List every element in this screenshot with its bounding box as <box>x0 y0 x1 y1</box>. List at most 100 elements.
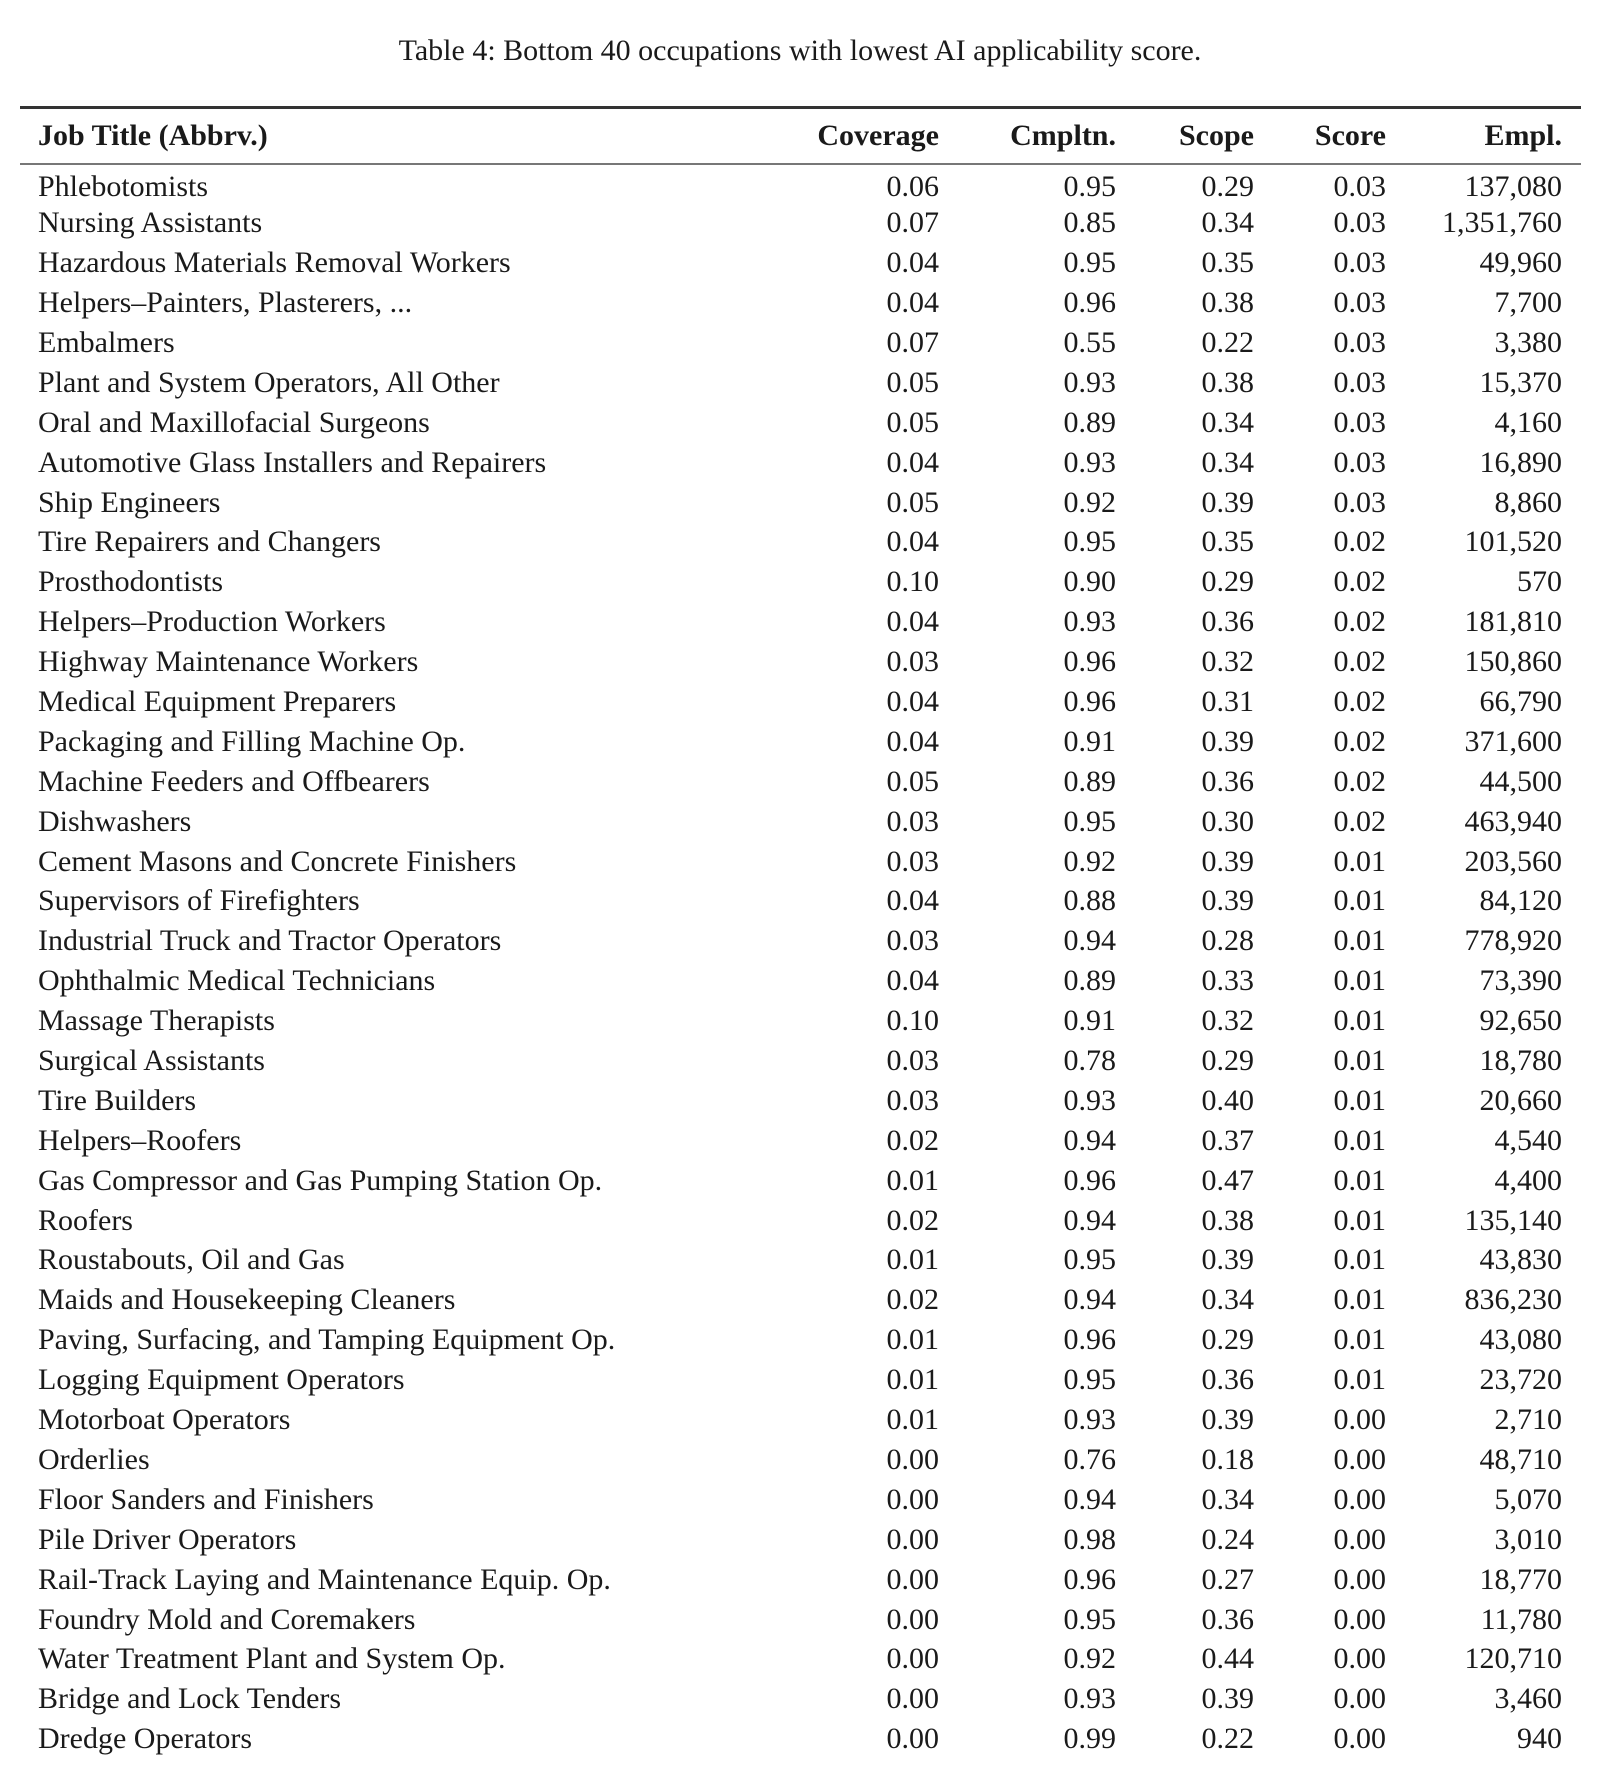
cell-employment: 3,380 <box>1494 326 1563 359</box>
header-job-title: Job Title (Abbrv.) <box>38 118 268 152</box>
cell-completion: 0.90 <box>1063 565 1117 599</box>
cell-coverage: 0.01 <box>886 1363 940 1397</box>
cell-scope: 0.22 <box>1201 326 1255 359</box>
cell-score: 0.00 <box>1333 1522 1387 1556</box>
cell-job-title: Roustabouts, Oil and Gas <box>38 1243 345 1277</box>
cell-employment: 150,860 <box>1464 645 1563 679</box>
cell-completion: 0.98 <box>1063 1522 1117 1556</box>
cell-job-title: Water Treatment Plant and System Op. <box>38 1642 506 1676</box>
cell-score: 0.03 <box>1333 169 1387 203</box>
cell-job-title: Rail-Track Laying and Maintenance Equip.… <box>38 1562 611 1596</box>
cell-employment: 11,780 <box>1480 1602 1562 1636</box>
cell-scope: 0.38 <box>1201 1203 1255 1237</box>
cell-scope: 0.39 <box>1201 1243 1255 1277</box>
cell-employment: 16,890 <box>1479 445 1563 479</box>
cell-coverage: 0.04 <box>886 884 940 918</box>
cell-coverage: 0.10 <box>886 1004 940 1038</box>
cell-score: 0.01 <box>1333 1123 1387 1157</box>
table-row: Roofers 0.02 0.94 0.38 0.01 135,140 <box>20 1201 1581 1241</box>
table-row: Bridge and Lock Tenders 0.00 0.93 0.39 0.00 3… <box>20 1679 1581 1719</box>
cell-coverage: 0.03 <box>886 804 940 838</box>
cell-score: 0.01 <box>1333 1163 1387 1197</box>
table-row: Medical Equipment Preparers 0.04 0.96 0.31 0… <box>20 682 1581 722</box>
cell-coverage: 0.06 <box>886 169 940 203</box>
table-row: Massage Therapists 0.10 0.91 0.32 0.01 92,650 <box>20 1001 1581 1041</box>
cell-completion: 0.92 <box>1063 485 1117 519</box>
cell-employment: 48,710 <box>1479 1442 1563 1476</box>
cell-score: 0.01 <box>1333 1363 1387 1397</box>
table-row: Industrial Truck and Tractor Operators 0.… <box>20 921 1581 961</box>
table-row: Paving, Surfacing, and Tamping Equipment… <box>20 1320 1581 1360</box>
cell-completion: 0.92 <box>1063 1642 1117 1676</box>
cell-employment: 3,010 <box>1494 1522 1563 1556</box>
cell-scope: 0.27 <box>1201 1562 1255 1596</box>
cell-coverage: 0.07 <box>886 206 940 240</box>
cell-completion: 0.76 <box>1063 1442 1117 1476</box>
cell-job-title: Maids and Housekeeping Cleaners <box>38 1283 456 1317</box>
cell-scope: 0.38 <box>1201 365 1255 399</box>
cell-job-title: Tire Builders <box>38 1083 197 1117</box>
cell-job-title: Orderlies <box>38 1442 150 1476</box>
cell-scope: 0.32 <box>1201 1004 1255 1038</box>
cell-employment: 371,600 <box>1464 724 1563 758</box>
cell-completion: 0.88 <box>1063 884 1117 918</box>
cell-score: 0.00 <box>1333 1442 1387 1476</box>
cell-score: 0.02 <box>1333 724 1387 758</box>
cell-scope: 0.29 <box>1201 1323 1255 1357</box>
cell-scope: 0.34 <box>1201 206 1255 240</box>
table-row: Packaging and Filling Machine Op. 0.04 0.9… <box>20 722 1581 762</box>
cell-score: 0.03 <box>1333 365 1387 399</box>
cell-coverage: 0.04 <box>886 724 940 758</box>
cell-completion: 0.55 <box>1063 326 1117 359</box>
cell-score: 0.02 <box>1333 804 1387 838</box>
cell-coverage: 0.03 <box>886 1083 940 1117</box>
cell-job-title: Helpers–Production Workers <box>38 605 386 639</box>
cell-employment: 4,400 <box>1494 1163 1563 1197</box>
header-coverage: Coverage <box>817 118 939 152</box>
cell-coverage: 0.01 <box>886 1403 940 1437</box>
cell-coverage: 0.04 <box>886 445 940 479</box>
cell-score: 0.03 <box>1333 405 1387 439</box>
table-row: Supervisors of Firefighters 0.04 0.88 0.39 0… <box>20 882 1581 922</box>
cell-coverage: 0.05 <box>886 485 940 519</box>
cell-score: 0.00 <box>1333 1482 1387 1516</box>
cell-completion: 0.95 <box>1063 1602 1117 1636</box>
cell-completion: 0.95 <box>1063 1243 1117 1277</box>
cell-job-title: Medical Equipment Preparers <box>38 685 397 719</box>
table-row: Oral and Maxillofacial Surgeons 0.05 0.89 0… <box>20 403 1581 443</box>
cell-score: 0.01 <box>1333 884 1387 918</box>
cell-scope: 0.31 <box>1201 685 1255 719</box>
cell-employment: 135,140 <box>1464 1203 1563 1237</box>
table-row: Floor Sanders and Finishers 0.00 0.94 0.34 0… <box>20 1480 1581 1520</box>
cell-score: 0.00 <box>1333 1642 1387 1676</box>
cell-job-title: Machine Feeders and Offbearers <box>38 764 430 798</box>
table-row: Helpers–Roofers 0.02 0.94 0.37 0.01 4,540 <box>20 1121 1581 1161</box>
cell-job-title: Automotive Glass Installers and Repairer… <box>38 445 547 479</box>
cell-scope: 0.32 <box>1201 645 1255 679</box>
cell-completion: 0.95 <box>1063 246 1117 280</box>
table-row: Surgical Assistants 0.03 0.78 0.29 0.01 18,78… <box>20 1041 1581 1081</box>
cell-scope: 0.39 <box>1201 844 1255 878</box>
cell-employment: 940 <box>1517 1722 1562 1756</box>
table-row: Automotive Glass Installers and Repairer… <box>20 443 1581 483</box>
cell-employment: 463,940 <box>1464 804 1563 838</box>
cell-job-title: Nursing Assistants <box>38 206 263 240</box>
cell-completion: 0.94 <box>1063 1123 1117 1157</box>
cell-coverage: 0.02 <box>886 1123 940 1157</box>
cell-score: 0.03 <box>1333 286 1387 320</box>
cell-scope: 0.36 <box>1201 1363 1255 1397</box>
table-row: Helpers–Production Workers 0.04 0.93 0.36 0.… <box>20 602 1581 642</box>
cell-employment: 73,390 <box>1479 964 1563 998</box>
cell-job-title: Massage Therapists <box>38 1004 275 1038</box>
cell-employment: 137,080 <box>1464 169 1563 203</box>
cell-employment: 2,710 <box>1494 1403 1563 1437</box>
cell-completion: 0.91 <box>1063 1004 1117 1038</box>
cell-completion: 0.95 <box>1063 525 1117 559</box>
cell-scope: 0.39 <box>1201 485 1255 519</box>
header-employment: Empl. <box>1484 118 1562 152</box>
cell-scope: 0.28 <box>1201 924 1255 958</box>
cell-completion: 0.96 <box>1063 1163 1117 1197</box>
cell-coverage: 0.07 <box>886 326 940 359</box>
table-row: Ship Engineers 0.05 0.92 0.39 0.03 8,860 <box>20 483 1581 523</box>
cell-job-title: Cement Masons and Concrete Finishers <box>38 844 517 878</box>
